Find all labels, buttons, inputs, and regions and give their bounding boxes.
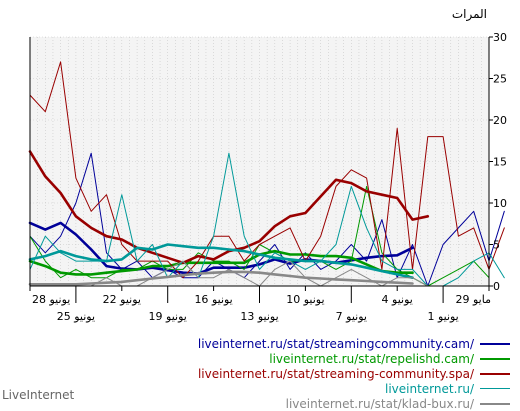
y-tick-label: 20 [493,114,507,127]
y-tick-label: 10 [493,197,507,210]
x-tick-label: 4 يونيو [382,293,413,306]
legend-item: liveinternet.ru/stat/streamingcommunity.… [198,336,510,351]
line-chart: المرات 0 5 10 15 20 25 30 28 يونيو 25 يونيو 22 ي… [28,7,507,323]
legend-swatch [480,388,510,389]
y-tick-label: 15 [493,156,507,169]
y-tick-label: 5 [493,239,500,252]
legend-swatch [480,372,510,375]
legend-swatch [480,402,510,405]
legend-swatch [480,342,510,345]
series-line-average [28,249,414,276]
x-tick-label: 25 يونيو [57,310,95,323]
series-lines [28,61,505,287]
x-tick-label: 1 يونيو [427,310,458,323]
x-tick-label: 28 يونيو [32,293,70,306]
series-line-daily [29,61,505,279]
x-tick-label: 16 يونيو [194,293,232,306]
legend-item: liveinternet.ru/stat/repelishd.cam/ [198,351,510,366]
x-tick-label: 10 يونيو [286,293,324,306]
series-line-average [28,221,414,275]
legend-item: liveinternet.ru/stat/streaming-community… [198,366,510,381]
footer-brand: LiveInternet [2,388,75,402]
x-tick-label: 29 مايو [456,293,492,306]
x-tick-label: 13 يونيو [240,310,278,323]
series-line-average [28,150,430,265]
legend-label: liveinternet.ru/stat/streaming-community… [197,366,474,381]
x-tick-label: 19 يونيو [149,310,187,323]
y-axis-label: المرات [452,7,487,22]
legend-item: liveinternet.ru/ [198,381,510,396]
legend: liveinternet.ru/stat/streamingcommunity.… [198,336,510,411]
series-line-average [28,270,414,286]
legend-swatch [480,357,510,360]
series-line-average [28,243,414,280]
legend-label: liveinternet.ru/stat/streamingcommunity.… [197,336,474,351]
y-tick-label: 25 [493,73,507,86]
legend-label: liveinternet.ru/stat/repelishd.cam/ [269,351,474,366]
y-tick-labels: 0 5 10 15 20 25 30 [489,31,507,293]
legend-label: liveinternet.ru/ [385,381,474,396]
legend-label: liveinternet.ru/stat/klad-bux.ru/ [285,396,474,411]
x-tick-label: 7 يونيو [336,310,367,323]
y-tick-label: 0 [493,280,500,293]
series-line-daily [29,152,505,287]
legend-item: liveinternet.ru/stat/klad-bux.ru/ [198,396,510,411]
y-tick-label: 30 [493,31,507,44]
x-tick-labels: 28 يونيو 25 يونيو 22 يونيو 19 يونيو 16 يونيو… [29,286,492,323]
x-tick-label: 22 يونيو [103,293,141,306]
